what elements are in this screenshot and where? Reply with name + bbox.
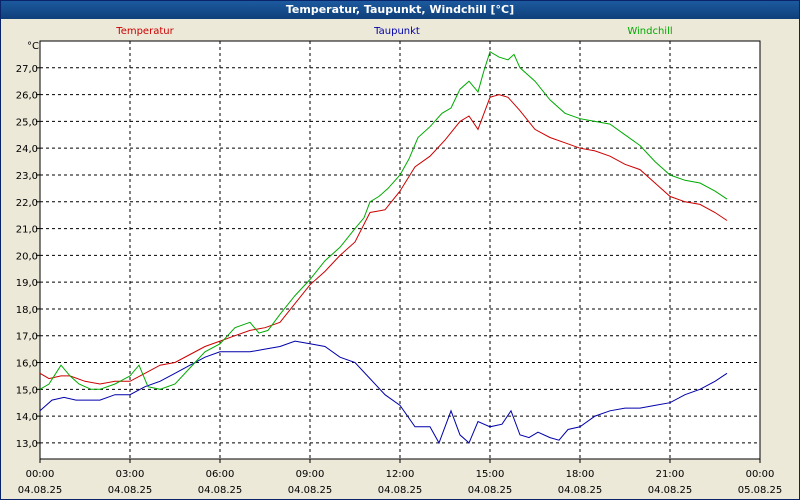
x-tick-date-label: 04.08.25 [468, 485, 513, 496]
grid [40, 41, 760, 459]
legend-entry-temperatur: Temperatur [115, 26, 174, 37]
y-tick-label: 24,0 [16, 144, 38, 155]
x-tick-time-label: 00:00 [26, 469, 55, 480]
y-tick-label: 25,0 [16, 117, 38, 128]
x-tick-time-label: 06:00 [206, 469, 235, 480]
axes: 13,0 14,0 15,0 16,0 17,0 18,0 19,0 20,0 21,0 22,0… [16, 41, 783, 496]
legend: Temperatur Taupunkt Windchill [115, 26, 672, 37]
x-tick-time-label: 00:00 [746, 469, 775, 480]
x-tick-date-label: 05.08.25 [738, 485, 783, 496]
x-tick-date-label: 04.08.25 [558, 485, 603, 496]
x-tick-date-label: 04.08.25 [648, 485, 693, 496]
y-tick-label: 27,0 [16, 64, 38, 75]
y-unit-label: °C [27, 41, 39, 52]
x-tick-time-label: 03:00 [116, 469, 145, 480]
x-tick-date-label: 04.08.25 [108, 485, 153, 496]
y-tick-label: 14,0 [16, 412, 38, 423]
x-tick-time-label: 15:00 [476, 469, 505, 480]
x-tick-date-label: 04.08.25 [18, 485, 63, 496]
x-tick-date-label: 04.08.25 [378, 485, 423, 496]
x-tick-date-label: 04.08.25 [288, 485, 333, 496]
y-tick-label: 19,0 [16, 278, 38, 289]
window-title: Temperatur, Taupunkt, Windchill [°C] [1, 1, 799, 19]
x-tick-time-label: 12:00 [386, 469, 415, 480]
legend-entry-taupunkt: Taupunkt [373, 26, 420, 37]
y-tick-label: 16,0 [16, 359, 38, 370]
y-tick-label: 23,0 [16, 171, 38, 182]
legend-entry-windchill: Windchill [627, 26, 672, 37]
x-tick-time-label: 09:00 [296, 469, 325, 480]
y-tick-label: 17,0 [16, 332, 38, 343]
series-line-taupunkt [39, 340, 728, 445]
y-tick-label: 21,0 [16, 225, 38, 236]
x-tick-time-label: 21:00 [656, 469, 685, 480]
y-tick-label: 26,0 [16, 91, 38, 102]
y-tick-label: 15,0 [16, 385, 38, 396]
series-lines [39, 50, 728, 445]
x-tick-time-label: 18:00 [566, 469, 595, 480]
y-tick-label: 18,0 [16, 305, 38, 316]
y-tick-label: 13,0 [16, 439, 38, 450]
y-tick-label: 20,0 [16, 251, 38, 262]
series-line-temperatur [39, 94, 728, 385]
series-line-windchill [39, 50, 728, 390]
x-tick-date-label: 04.08.25 [198, 485, 243, 496]
y-tick-label: 22,0 [16, 198, 38, 209]
